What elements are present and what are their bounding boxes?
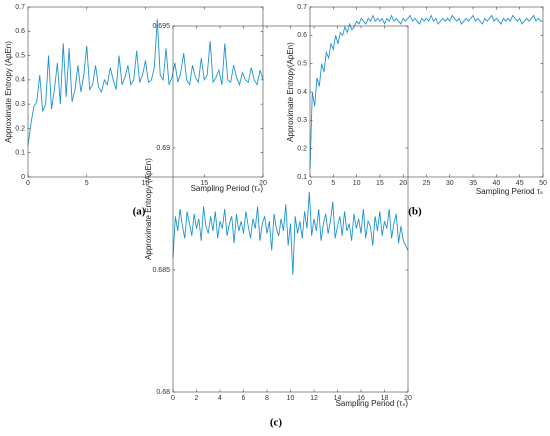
y-axis-label: Approximate Entropy(ApEn) [286,42,295,142]
x-tick-label: 45 [516,180,524,187]
y-axis-label: Approximate Entropy (ApEn) [144,158,153,260]
y-tick-label: 0.2 [15,125,25,132]
x-tick-label: 50 [539,180,547,187]
y-tick-label: 0.4 [297,89,307,96]
x-tick-label: 10 [142,180,150,187]
x-tick-label: 6 [242,395,246,402]
y-tick-label: 0.7 [297,4,307,11]
x-tick-label: 8 [265,395,269,402]
caption: (c) [270,417,283,429]
x-axis-label: Sampling Period τₛ [476,187,543,196]
x-tick-label: 10 [287,395,295,402]
x-tick-label: 20 [259,180,267,187]
data-line [27,19,264,146]
x-tick-label: 0 [171,395,175,402]
y-tick-label: 0.695 [152,23,170,30]
x-tick-label: 20 [404,395,412,402]
x-tick-label: 25 [423,180,431,187]
x-tick-label: 20 [399,180,407,187]
x-tick-label: 16 [357,395,365,402]
x-tick-label: 5 [331,180,335,187]
y-tick-label: 0.69 [156,145,170,152]
x-axis-label: Sampling Period (τₛ) [336,399,409,408]
x-tick-label: 0 [26,180,30,187]
y-tick-label: 0.1 [15,150,25,157]
x-tick-label: 30 [446,180,454,187]
x-tick-label: 10 [353,180,361,187]
x-tick-label: 15 [200,180,208,187]
x-tick-label: 35 [469,180,477,187]
x-tick-label: 40 [493,180,501,187]
x-tick-label: 0 [308,180,312,187]
y-tick-label: 0.6 [297,32,307,39]
y-tick-label: 0.1 [297,174,307,181]
x-tick-label: 4 [218,395,222,402]
axes-box [309,6,544,178]
y-tick-label: 0.5 [15,52,25,59]
y-tick-label: 0.6 [15,28,25,35]
x-tick-label: 2 [195,395,199,402]
x-axis-label: Sampling Period (τₛ) [191,184,264,193]
x-tick-label: 12 [310,395,318,402]
y-tick-label: 0.685 [152,267,170,274]
data-line [309,14,543,169]
x-tick-label: 14 [334,395,342,402]
y-tick-label: 0.2 [297,146,307,153]
x-tick-label: 15 [376,180,384,187]
y-axis-label: Approximate Entropy (ApEn) [4,41,13,143]
y-tick-label: 0.3 [15,101,25,108]
y-tick-label: 0.3 [297,117,307,124]
axes-box [27,6,264,178]
y-tick-label: 0.7 [15,4,25,11]
x-tick-label: 18 [381,395,389,402]
caption: (a) [133,206,146,218]
y-tick-label: 0.4 [15,77,25,84]
x-tick-label: 5 [85,180,89,187]
y-tick-label: 0 [21,174,25,181]
y-tick-label: 0.68 [156,389,170,396]
data-line [172,191,409,275]
caption: (b) [408,206,422,218]
y-tick-label: 0.5 [297,61,307,68]
